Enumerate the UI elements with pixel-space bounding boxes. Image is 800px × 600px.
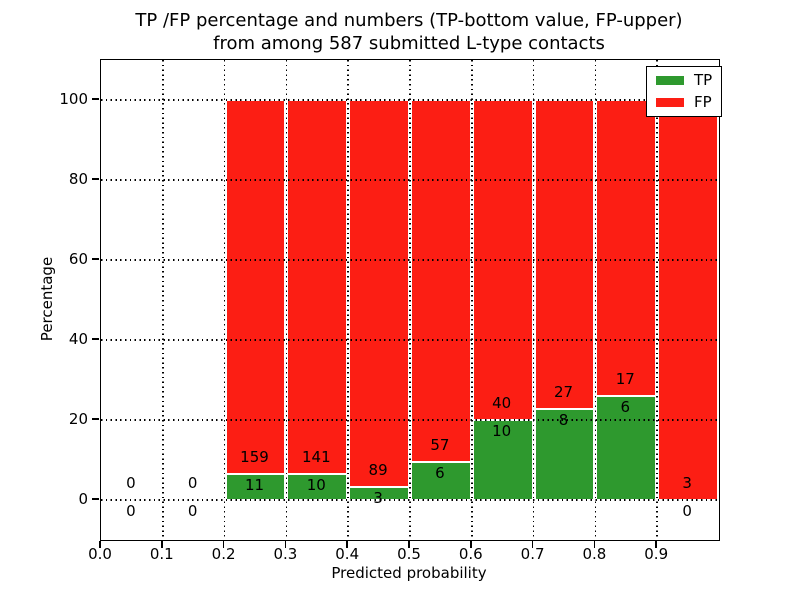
fp-count-label: 57 [430,435,450,454]
x-tick-label: 0.7 [520,545,545,563]
x-tick [346,540,348,548]
bar-tp-segment [411,461,471,500]
legend-row-fp: FP [656,95,712,110]
fp-count-label: 40 [492,394,512,412]
y-tick-label: 100 [59,90,88,108]
x-tick [470,540,472,548]
x-tick-label: 0.1 [149,545,174,563]
bar-fp-segment [225,100,286,475]
v-gridline [656,60,658,540]
x-tick-label: 0.2 [211,545,236,563]
fp-count-label: 89 [368,460,388,479]
fp-count-label: 3 [682,474,692,492]
bar-fp-segment [349,100,409,487]
x-tick [161,540,163,548]
y-tick [91,98,99,100]
x-axis-label: Predicted probability [331,564,487,582]
legend-label-fp: FP [694,93,712,111]
tp-count-label: 8 [558,410,569,429]
tp-count-label: 10 [492,422,512,440]
v-gridline [594,60,597,540]
y-axis-label: Percentage [38,256,56,342]
x-tick [593,540,596,548]
bar-tp-segment [287,473,348,500]
fp-count-label: 141 [301,447,331,466]
bar-fp-segment [411,100,471,462]
x-tick-label: 0.4 [335,545,360,563]
v-gridline [471,60,473,540]
v-gridline [162,60,164,540]
x-tick [284,540,287,548]
legend: TP FP [646,66,723,117]
legend-label-tp: TP [694,71,713,89]
x-tick [99,540,101,548]
bar-tp-segment [534,408,595,500]
bar-fp-segment [287,100,348,474]
fp-legend-swatch-icon [656,98,684,107]
fp-count-label: 0 [126,474,136,492]
tp-count-label: 6 [620,397,631,416]
v-gridline [285,60,288,540]
tp-count-label: 6 [435,463,445,482]
v-gridline [409,60,411,540]
tp-legend-swatch-icon [656,76,684,85]
bar-tp-segment [472,420,533,500]
x-tick-label: 0.3 [273,545,298,563]
fp-count-label: 159 [240,448,269,467]
x-tick-label: 0.6 [458,545,483,563]
x-tick [655,540,657,548]
bar-fp-segment [596,100,657,396]
chart-title: TP /FP percentage and numbers (TP-bottom… [100,9,718,55]
tp-count-label: 0 [187,502,198,520]
y-tick-label: 20 [68,410,88,428]
plot-area [100,59,720,541]
y-tick-label: 40 [68,330,88,348]
fp-count-label: 17 [615,369,635,388]
x-tick [222,540,225,548]
y-tick [91,338,99,340]
x-tick-label: 0.8 [582,545,607,563]
chart-title-line1: TP /FP percentage and numbers (TP-bottom… [135,10,683,31]
y-tick [91,418,99,420]
chart-title-line2: from among 587 submitted L-type contacts [213,33,605,54]
y-tick-label: 60 [68,250,88,268]
fp-count-label: 0 [187,474,198,492]
bar-fp-segment [658,100,718,500]
tp-count-label: 3 [373,488,383,507]
fp-count-label: 27 [553,382,574,401]
tp-count-label: 0 [682,502,692,520]
v-gridline [223,60,226,540]
bar-fp-segment [534,100,595,409]
legend-row-tp: TP [656,73,712,88]
v-gridline [532,60,535,540]
tp-count-label: 0 [126,502,136,520]
x-tick [408,540,410,548]
y-tick-label: 80 [68,170,88,188]
y-tick [91,258,99,260]
x-tick-label: 0.5 [397,545,421,563]
x-tick-label: 0.0 [88,545,112,563]
v-gridline [347,60,349,540]
bar-tp-segment [596,395,657,500]
tp-count-label: 11 [244,476,265,495]
x-tick-label: 0.9 [644,545,669,563]
tp-count-label: 10 [306,475,326,494]
x-tick [531,540,534,548]
y-tick [91,498,99,500]
y-tick-label: 0 [78,490,88,508]
y-tick [91,178,99,180]
